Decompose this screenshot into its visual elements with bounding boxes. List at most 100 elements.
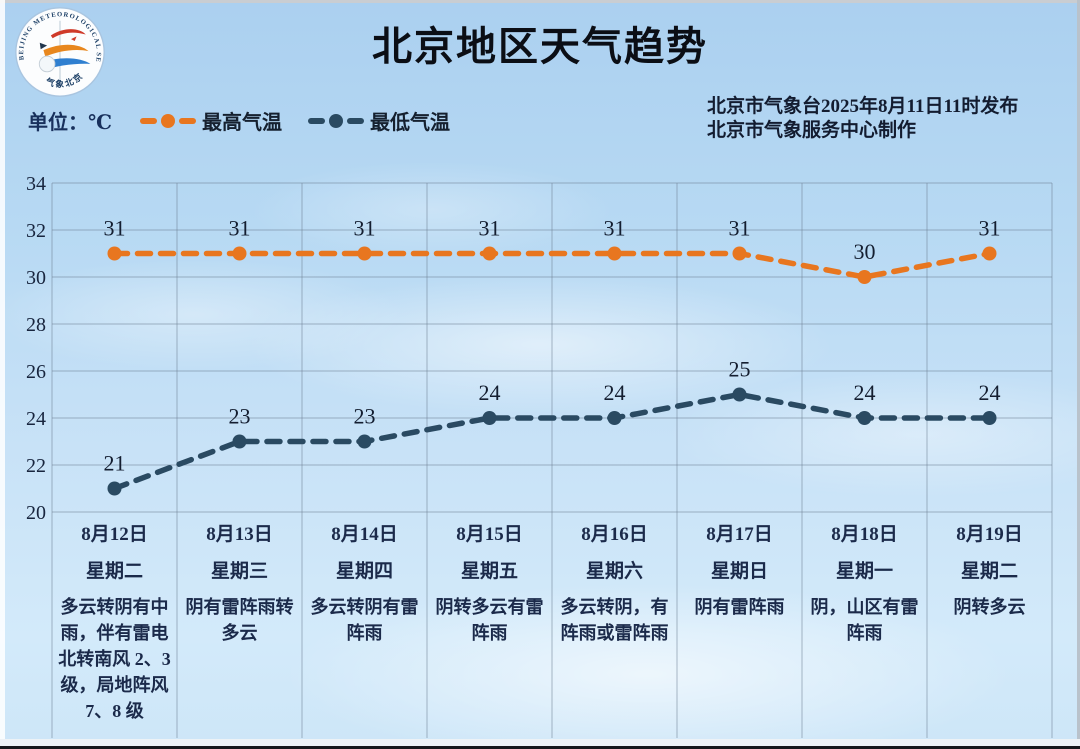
forecast-weekday: 星期二 xyxy=(85,561,143,582)
forecast-date: 8月16日 xyxy=(581,524,648,545)
data-value-label: 31 xyxy=(229,216,251,241)
data-value-label: 31 xyxy=(479,216,501,241)
forecast-weather-text: 阴有雷阵雨 xyxy=(694,597,785,617)
data-point xyxy=(482,246,497,261)
forecast-columns: 8月12日 星期二 多云转阴有中雨，伴有雷电北转南风 2、3 级，局地阵风 7、… xyxy=(52,524,1052,724)
data-point xyxy=(857,411,872,425)
data-point xyxy=(857,270,872,284)
forecast-date: 8月18日 xyxy=(831,524,898,545)
data-point xyxy=(232,246,247,261)
logo-red-swoosh xyxy=(50,29,86,39)
forecast-date: 8月14日 xyxy=(331,524,398,545)
y-tick-label-20: 20 xyxy=(26,502,46,524)
forecast-date: 8月19日 xyxy=(956,524,1023,545)
y-tick-label-34: 34 xyxy=(26,173,46,195)
data-value-label: 24 xyxy=(604,380,626,405)
data-point xyxy=(982,411,997,425)
y-tick-label-22: 22 xyxy=(26,455,46,477)
data-value-label: 21 xyxy=(104,451,126,476)
forecast-weather-text: 多云转阴有雷阵雨 xyxy=(310,597,419,643)
data-value-label: 24 xyxy=(854,380,876,405)
data-point xyxy=(107,481,122,496)
forecast-weather-text: 阴有雷阵雨转多云 xyxy=(185,597,294,643)
issuer-line1: 北京市气象台2025年8月11日11时发布 xyxy=(707,96,1019,117)
forecast-weekday: 星期日 xyxy=(710,561,768,582)
frame-edge-bottom-dark xyxy=(0,746,1080,749)
forecast-weather-text: 阴转多云 xyxy=(953,597,1026,617)
data-value-label: 30 xyxy=(854,239,876,264)
data-point xyxy=(482,411,497,425)
data-value-label: 31 xyxy=(354,216,376,241)
forecast-weather-text: 阴转多云有雷阵雨 xyxy=(435,597,544,643)
data-point xyxy=(607,411,622,425)
data-point xyxy=(232,434,247,449)
data-point xyxy=(357,246,372,261)
legend-line-marker-icon xyxy=(140,113,196,128)
data-point xyxy=(732,246,747,261)
frame-edge-left xyxy=(0,0,5,749)
data-value-label: 24 xyxy=(479,380,501,405)
forecast-weather-text: 阴，山区有雷阵雨 xyxy=(810,597,919,643)
data-value-label: 23 xyxy=(229,404,251,429)
frame-edge-right xyxy=(1077,0,1080,749)
legend-line-marker-icon xyxy=(308,113,364,128)
data-value-label: 24 xyxy=(979,380,1001,405)
forecast-column: 8月13日 星期三 阴有雷阵雨转多云 xyxy=(177,524,302,724)
data-point xyxy=(732,387,747,402)
legend-item-label: 最高气温 xyxy=(202,112,282,134)
forecast-weather-text: 多云转阴，有阵雨或雷阵雨 xyxy=(560,597,669,643)
data-point xyxy=(982,246,997,261)
issuer-line2: 北京市气象服务中心制作 xyxy=(707,120,917,141)
data-value-label: 31 xyxy=(104,216,126,241)
data-value-label: 31 xyxy=(604,216,626,241)
forecast-weekday: 星期二 xyxy=(960,561,1018,582)
forecast-column: 8月14日 星期四 多云转阴有雷阵雨 xyxy=(302,524,427,724)
y-tick-label-24: 24 xyxy=(26,408,46,430)
forecast-date: 8月17日 xyxy=(706,524,773,545)
forecast-weekday: 星期四 xyxy=(335,561,393,582)
series-line-max-temp xyxy=(111,250,993,280)
issuer-info: 北京市气象台2025年8月11日11时发布 北京市气象服务中心制作 xyxy=(707,95,1018,143)
series-line-min-temp xyxy=(111,391,993,492)
forecast-column: 8月16日 星期六 多云转阴，有阵雨或雷阵雨 xyxy=(552,524,677,724)
data-value-label: 25 xyxy=(729,357,751,382)
forecast-weekday: 星期一 xyxy=(835,561,893,582)
logo-bird-small xyxy=(71,36,77,41)
forecast-weekday: 星期五 xyxy=(460,561,518,582)
legend-item: 最低气温 xyxy=(308,106,450,135)
logo-balloon xyxy=(38,55,56,73)
y-tick-label-30: 30 xyxy=(26,267,46,289)
data-value-label: 31 xyxy=(979,216,1001,241)
forecast-column: 8月15日 星期五 阴转多云有雷阵雨 xyxy=(427,524,552,724)
y-tick-label-32: 32 xyxy=(26,220,46,242)
beijing-meteorological-service-logo-icon: BEIJING METEOROLOGICAL SERVICE 气象北京 xyxy=(14,6,105,97)
data-value-label: 31 xyxy=(729,216,751,241)
page-title: 北京地区天气趋势 xyxy=(372,24,708,69)
legend-item: 最高气温 xyxy=(140,106,282,135)
logo-orange-swoosh xyxy=(43,44,89,57)
logo-bird xyxy=(39,42,48,50)
y-tick-label-28: 28 xyxy=(26,314,46,336)
frame-edge-bottom xyxy=(0,739,1080,746)
forecast-weekday: 星期三 xyxy=(210,561,268,582)
forecast-column: 8月18日 星期一 阴，山区有雷阵雨 xyxy=(802,524,927,724)
forecast-weekday: 星期六 xyxy=(585,561,643,582)
data-point xyxy=(107,246,122,261)
forecast-weather-text: 多云转阴有中雨，伴有雷电北转南风 2、3 级，局地阵风 7、8 级 xyxy=(58,597,171,721)
frame-edge-top xyxy=(0,0,1080,3)
data-value-label: 23 xyxy=(354,404,376,429)
forecast-date: 8月15日 xyxy=(456,524,523,545)
forecast-column: 8月12日 星期二 多云转阴有中雨，伴有雷电北转南风 2、3 级，局地阵风 7、… xyxy=(52,524,177,724)
forecast-column: 8月17日 星期日 阴有雷阵雨 xyxy=(677,524,802,724)
forecast-date: 8月12日 xyxy=(81,524,148,545)
forecast-column: 8月19日 星期二 阴转多云 xyxy=(927,524,1052,724)
forecast-date: 8月13日 xyxy=(206,524,273,545)
data-point xyxy=(607,246,622,261)
data-point xyxy=(357,434,372,449)
chart-legend: 最高气温 最低气温 xyxy=(140,106,450,135)
legend-item-label: 最低气温 xyxy=(370,112,450,134)
y-tick-label-26: 26 xyxy=(26,361,46,383)
unit-label: 单位：℃ xyxy=(28,112,112,134)
